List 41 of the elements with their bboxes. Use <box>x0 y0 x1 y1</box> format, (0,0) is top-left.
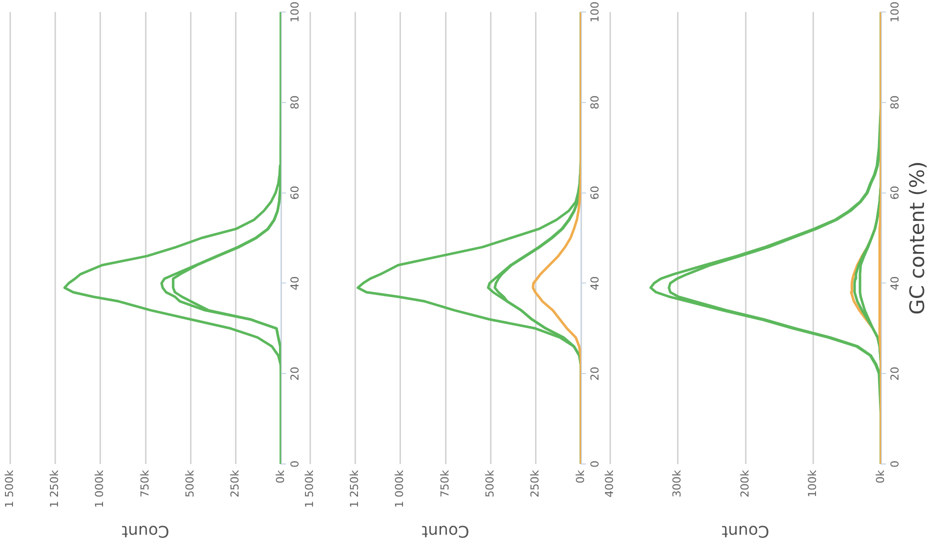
x-tick-label: 750k <box>438 469 452 498</box>
x-tick-label: 0k <box>574 469 587 484</box>
x-tick-label: 250k <box>228 469 242 498</box>
x-tick-label: 750k <box>138 469 152 498</box>
y-tick-label: 40 <box>288 276 302 290</box>
x-tick-label: 300k <box>670 469 684 498</box>
y-tick-label: 20 <box>588 366 602 381</box>
y-tick-label: 0 <box>888 460 902 468</box>
x-tick-label: 1 500k <box>2 469 16 508</box>
x-tick-label: 500k <box>184 469 197 498</box>
x-tick-label: 1 000k <box>93 469 106 508</box>
y-tick-label: 0 <box>588 460 602 468</box>
y-tick-label: 100 <box>588 2 602 22</box>
y-tick-label: 20 <box>888 366 902 381</box>
y-tick-label: 100 <box>288 2 302 22</box>
x-axis-title: Count <box>422 522 470 541</box>
x-tick-label: 400k <box>602 469 616 498</box>
y-tick-label: 60 <box>888 186 902 200</box>
x-tick-label: 500k <box>484 469 497 498</box>
y-tick-label: 80 <box>588 95 602 110</box>
y-tick-label: 80 <box>888 95 902 110</box>
y-axis-title: GC content (%) <box>905 161 930 315</box>
x-axis-title: Count <box>122 522 170 541</box>
y-tick-label: 40 <box>588 276 602 290</box>
y-tick-label: 80 <box>288 95 302 110</box>
x-tick-label: 1 500k <box>302 469 316 508</box>
x-axis-title: Count <box>722 522 770 541</box>
y-tick-label: 20 <box>288 366 302 381</box>
x-tick-label: 0k <box>874 469 887 484</box>
y-tick-label: 40 <box>888 276 902 290</box>
x-tick-label: 1 000k <box>393 469 406 508</box>
y-tick-label: 60 <box>588 186 602 200</box>
x-tick-label: 100k <box>806 469 820 498</box>
x-tick-label: 1 250k <box>348 469 362 508</box>
y-tick-label: 60 <box>288 186 302 200</box>
y-tick-label: 100 <box>888 2 902 22</box>
x-tick-label: 0k <box>274 469 287 484</box>
x-tick-label: 250k <box>528 469 542 498</box>
y-tick-label: 0 <box>288 460 302 468</box>
x-tick-label: 1 250k <box>48 469 62 508</box>
x-tick-label: 200k <box>738 469 752 498</box>
